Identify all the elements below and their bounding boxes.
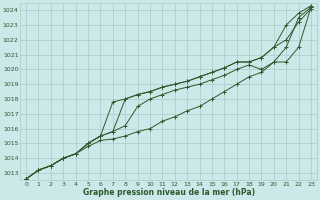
X-axis label: Graphe pression niveau de la mer (hPa): Graphe pression niveau de la mer (hPa) (83, 188, 255, 197)
